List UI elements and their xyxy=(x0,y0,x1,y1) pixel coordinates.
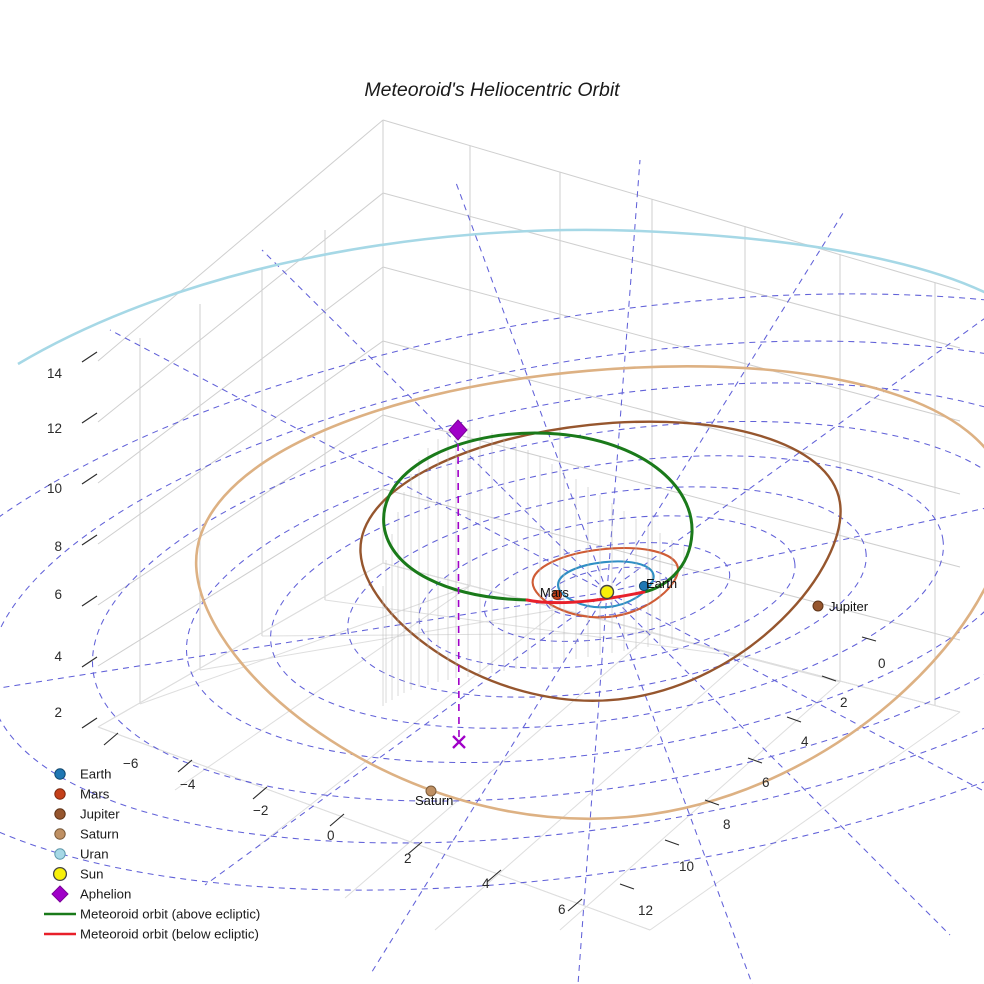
pane-right xyxy=(383,120,960,712)
earth-orbit xyxy=(556,560,655,609)
legend-label-meteoroid-below[interactable]: Meteoroid orbit (below ecliptic) xyxy=(80,926,259,941)
mars-body-marker xyxy=(551,589,563,601)
annotation-mars: Mars xyxy=(540,585,569,600)
aphelion-projection-x-marker xyxy=(452,735,466,749)
meteoroid-orbit-below xyxy=(525,590,646,605)
page-title: Meteoroid's Heliocentric Orbit xyxy=(364,79,621,101)
z-tick-3: 8 xyxy=(54,539,62,554)
legend-marker-mars xyxy=(54,788,66,800)
z-tick-6: 14 xyxy=(47,366,63,381)
annotation-earth: Earth xyxy=(646,576,677,591)
y-tick-6: 12 xyxy=(638,903,653,918)
legend-marker-aphelion xyxy=(51,885,69,903)
y-tick-3: 6 xyxy=(762,775,770,790)
z-tick-5: 12 xyxy=(47,421,62,436)
legend-label-sun[interactable]: Sun xyxy=(80,866,103,881)
meteoroid-orbit xyxy=(382,431,694,605)
planet-orbits xyxy=(17,228,984,820)
legend-label-jupiter[interactable]: Jupiter xyxy=(80,806,120,821)
aphelion-diamond-marker xyxy=(448,419,468,441)
z-tick-0: 2 xyxy=(54,705,62,720)
z-tick-4: 10 xyxy=(47,481,62,496)
legend-label-saturn[interactable]: Saturn xyxy=(80,826,119,841)
y-axis: 0 2 4 6 8 10 12 xyxy=(619,636,886,918)
x-tick-6: 6 xyxy=(558,902,566,917)
legend: Earth Mars Jupiter Saturn Uran Sun Aphel… xyxy=(44,766,260,941)
x-tick-4: 2 xyxy=(404,851,412,866)
annotation-saturn: Saturn xyxy=(415,793,453,808)
z-tick-1: 4 xyxy=(54,649,62,664)
saturn-orbit xyxy=(194,365,984,820)
sun-body-marker xyxy=(599,584,615,600)
y-tick-0: 0 xyxy=(878,656,886,671)
legend-marker-earth xyxy=(54,768,66,780)
legend-label-meteoroid-above[interactable]: Meteoroid orbit (above ecliptic) xyxy=(80,906,260,921)
legend-marker-saturn xyxy=(54,828,66,840)
x-tick-2: −2 xyxy=(253,803,268,818)
legend-marker-sun xyxy=(52,866,68,882)
x-tick-0: −6 xyxy=(123,756,138,771)
earth-body-marker xyxy=(638,580,650,592)
meteoroid-orbit-above xyxy=(382,431,694,602)
annotation-jupiter: Jupiter xyxy=(829,599,869,614)
pane-floor xyxy=(98,563,960,930)
orbit-dropline-stems xyxy=(382,428,685,706)
floor-grid xyxy=(97,562,961,931)
uranus-orbit xyxy=(17,228,984,366)
y-tick-1: 2 xyxy=(840,695,848,710)
legend-label-aphelion[interactable]: Aphelion xyxy=(80,886,131,901)
legend-marker-jupiter xyxy=(54,808,66,820)
x-tick-1: −4 xyxy=(180,777,196,792)
z-axis: 2 4 6 8 10 12 14 xyxy=(47,351,98,729)
body-markers xyxy=(425,580,824,797)
body-annotations: Earth Mars Jupiter Saturn xyxy=(415,576,869,808)
y-tick-4: 8 xyxy=(723,817,731,832)
legend-marker-uranus xyxy=(54,848,66,860)
legend-label-earth[interactable]: Earth xyxy=(80,766,112,781)
y-tick-5: 10 xyxy=(679,859,694,874)
saturn-body-marker xyxy=(425,785,437,797)
pane-left xyxy=(98,120,383,727)
jupiter-orbit xyxy=(359,420,842,702)
axes-panes xyxy=(98,120,960,930)
x-axis: −6 −4 −2 0 2 4 6 xyxy=(103,732,583,917)
aphelion-group xyxy=(448,419,468,749)
legend-label-mars[interactable]: Mars xyxy=(80,786,110,801)
x-tick-3: 0 xyxy=(327,828,335,843)
x-tick-5: 4 xyxy=(482,876,490,891)
legend-label-uranus[interactable]: Uran xyxy=(80,846,109,861)
y-tick-2: 4 xyxy=(801,734,809,749)
z-tick-2: 6 xyxy=(54,587,62,602)
jupiter-body-marker xyxy=(812,600,824,612)
